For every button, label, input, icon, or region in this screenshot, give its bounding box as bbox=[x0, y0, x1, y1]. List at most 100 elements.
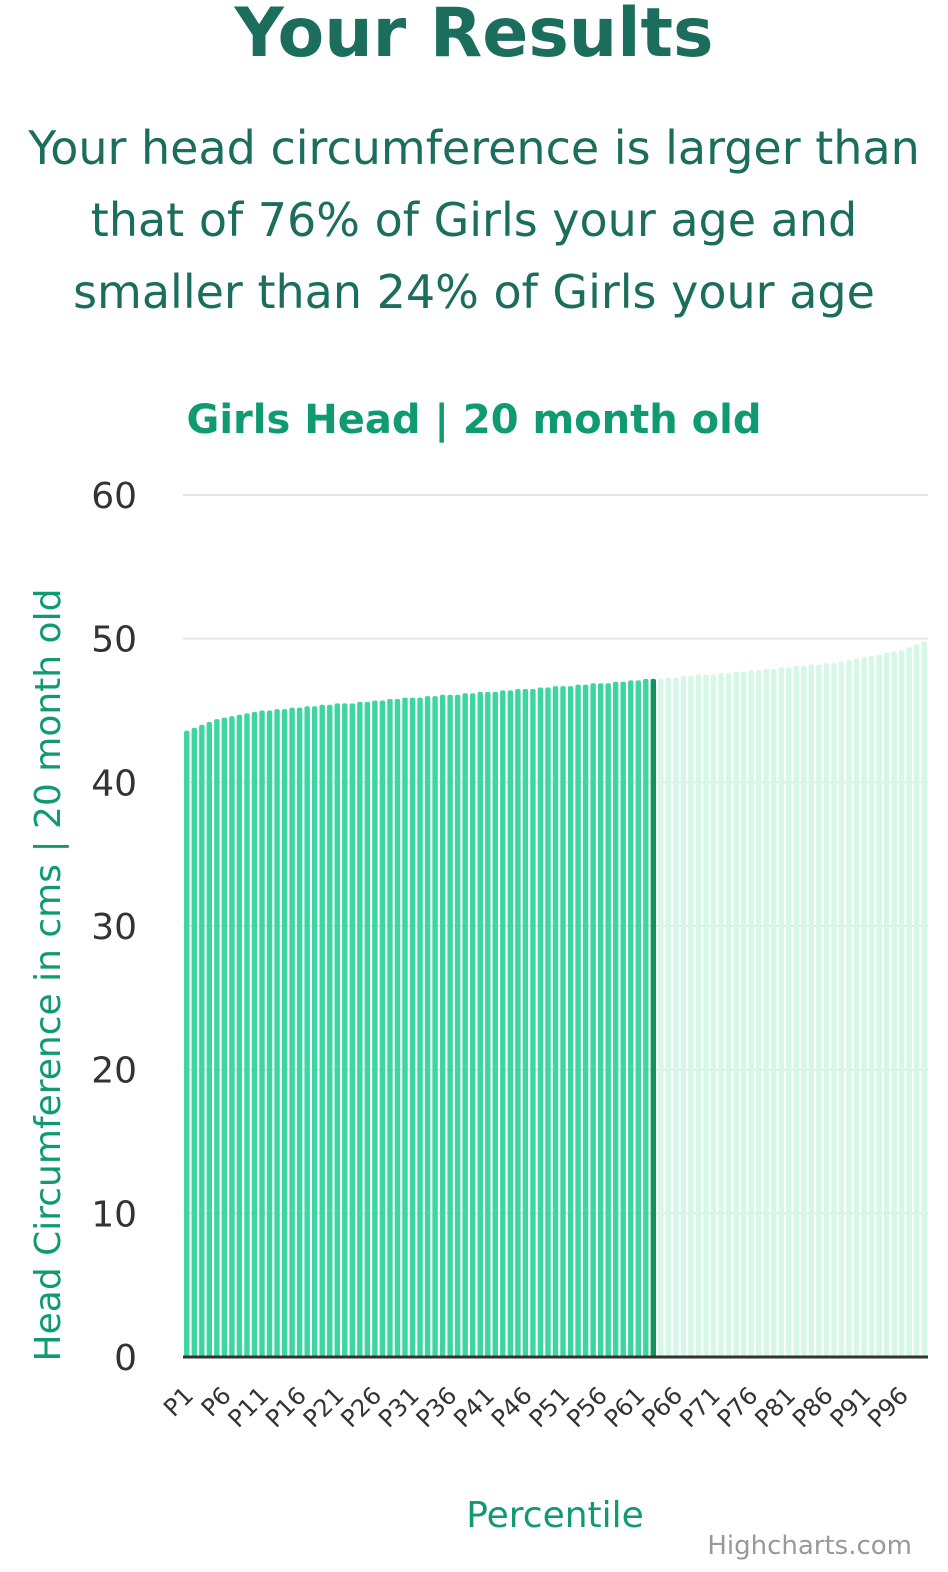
bar-p77[interactable] bbox=[755, 670, 762, 1357]
bar-p9[interactable] bbox=[244, 713, 250, 1357]
bar-p30[interactable] bbox=[402, 697, 408, 1357]
bar-p58[interactable] bbox=[612, 681, 619, 1357]
bar-p28[interactable] bbox=[387, 699, 393, 1357]
bar-p19[interactable] bbox=[319, 704, 325, 1357]
bar-p65[interactable] bbox=[665, 677, 672, 1357]
bar-p70[interactable] bbox=[703, 674, 709, 1357]
bar-p89[interactable] bbox=[846, 660, 852, 1357]
bar-p35[interactable] bbox=[439, 694, 446, 1357]
bar-p5[interactable] bbox=[214, 719, 220, 1357]
bar-p34[interactable] bbox=[432, 696, 438, 1357]
bar-p10[interactable] bbox=[251, 711, 258, 1357]
bar-p90[interactable] bbox=[853, 658, 860, 1357]
bar-p79[interactable] bbox=[771, 668, 777, 1357]
bar-p12[interactable] bbox=[266, 710, 273, 1358]
bar-p88[interactable] bbox=[838, 661, 845, 1357]
bar-p63[interactable] bbox=[650, 678, 657, 1357]
bar-p32[interactable] bbox=[417, 697, 423, 1357]
bar-p7[interactable] bbox=[229, 716, 235, 1357]
bar-p23[interactable] bbox=[349, 703, 356, 1357]
bar-p75[interactable] bbox=[740, 671, 747, 1357]
bar-p96[interactable] bbox=[898, 650, 905, 1357]
bar-p71[interactable] bbox=[710, 674, 717, 1357]
bar-p76[interactable] bbox=[748, 670, 754, 1357]
bar-p94[interactable] bbox=[883, 653, 890, 1357]
credits-link[interactable]: Highcharts.com bbox=[707, 1531, 912, 1561]
bar-p39[interactable] bbox=[470, 693, 476, 1357]
bar-p22[interactable] bbox=[342, 703, 348, 1357]
bar-p59[interactable] bbox=[620, 681, 626, 1357]
bar-p50[interactable] bbox=[552, 686, 559, 1357]
bar-p31[interactable] bbox=[409, 697, 416, 1357]
bar-p1[interactable] bbox=[184, 730, 190, 1357]
bar-p15[interactable] bbox=[289, 707, 295, 1357]
bar-p17[interactable] bbox=[304, 706, 310, 1357]
bar-p74[interactable] bbox=[733, 671, 739, 1357]
bar-p99[interactable] bbox=[921, 641, 927, 1357]
bar-p3[interactable] bbox=[199, 724, 205, 1357]
bar-p4[interactable] bbox=[206, 721, 213, 1357]
bar-p16[interactable] bbox=[296, 707, 303, 1357]
bar-p55[interactable] bbox=[590, 683, 596, 1357]
bar-p56[interactable] bbox=[597, 683, 604, 1357]
bar-p53[interactable] bbox=[575, 684, 581, 1357]
bar-p73[interactable] bbox=[725, 673, 732, 1357]
bar-p48[interactable] bbox=[537, 687, 544, 1357]
bar-p83[interactable] bbox=[801, 665, 807, 1357]
bar-p66[interactable] bbox=[673, 677, 679, 1357]
bar-p54[interactable] bbox=[582, 684, 589, 1357]
bar-p86[interactable] bbox=[823, 663, 830, 1357]
bar-p14[interactable] bbox=[281, 709, 288, 1357]
bar-p46[interactable] bbox=[522, 688, 529, 1357]
bar-p42[interactable] bbox=[492, 691, 499, 1357]
bar-p8[interactable] bbox=[236, 714, 243, 1357]
bar-p60[interactable] bbox=[628, 680, 634, 1357]
bar-p13[interactable] bbox=[274, 709, 280, 1357]
bar-p21[interactable] bbox=[334, 703, 340, 1357]
bar-p82[interactable] bbox=[793, 665, 800, 1357]
bar-p97[interactable] bbox=[906, 647, 912, 1357]
bar-p36[interactable] bbox=[447, 694, 453, 1357]
bar-p91[interactable] bbox=[861, 657, 867, 1357]
bar-p52[interactable] bbox=[567, 686, 574, 1357]
bar-p11[interactable] bbox=[259, 710, 265, 1358]
bar-p85[interactable] bbox=[816, 664, 822, 1357]
bar-p64[interactable] bbox=[658, 678, 664, 1357]
bar-p33[interactable] bbox=[424, 696, 431, 1357]
bar-p27[interactable] bbox=[379, 700, 386, 1357]
bar-p72[interactable] bbox=[718, 673, 724, 1357]
bar-p92[interactable] bbox=[868, 655, 875, 1357]
bar-p95[interactable] bbox=[891, 651, 897, 1357]
bar-p49[interactable] bbox=[545, 687, 551, 1357]
bar-p44[interactable] bbox=[507, 690, 514, 1357]
bar-p18[interactable] bbox=[311, 706, 318, 1357]
bar-p38[interactable] bbox=[462, 693, 468, 1357]
bar-p93[interactable] bbox=[876, 654, 882, 1357]
bar-p62[interactable] bbox=[643, 678, 649, 1357]
bar-p37[interactable] bbox=[454, 694, 461, 1357]
bar-p45[interactable] bbox=[515, 688, 521, 1357]
bar-p26[interactable] bbox=[372, 700, 378, 1357]
bar-p67[interactable] bbox=[680, 676, 687, 1357]
bar-p78[interactable] bbox=[763, 668, 769, 1357]
bar-p84[interactable] bbox=[808, 664, 815, 1357]
bar-p51[interactable] bbox=[560, 686, 566, 1357]
bar-p80[interactable] bbox=[778, 667, 784, 1357]
bar-p87[interactable] bbox=[831, 663, 837, 1357]
bar-p6[interactable] bbox=[221, 717, 228, 1357]
bar-p24[interactable] bbox=[357, 701, 363, 1357]
bar-p61[interactable] bbox=[635, 680, 641, 1357]
bar-p47[interactable] bbox=[530, 688, 536, 1357]
bar-p81[interactable] bbox=[786, 667, 792, 1357]
bar-p20[interactable] bbox=[327, 704, 333, 1357]
bar-p2[interactable] bbox=[191, 727, 197, 1357]
bar-p43[interactable] bbox=[500, 690, 506, 1357]
bar-p57[interactable] bbox=[605, 683, 611, 1357]
bar-p68[interactable] bbox=[688, 676, 694, 1357]
bar-p25[interactable] bbox=[364, 701, 371, 1357]
bar-p41[interactable] bbox=[485, 691, 491, 1357]
bar-p40[interactable] bbox=[477, 691, 483, 1357]
bar-p69[interactable] bbox=[695, 674, 702, 1357]
bar-p29[interactable] bbox=[394, 699, 401, 1357]
bar-p98[interactable] bbox=[914, 644, 920, 1357]
